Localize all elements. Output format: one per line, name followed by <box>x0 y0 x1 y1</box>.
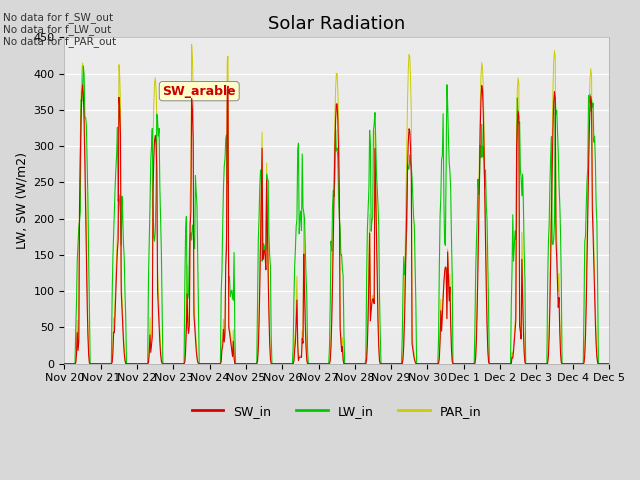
Line: PAR_in: PAR_in <box>65 45 609 364</box>
PAR_in <box>61 361 68 367</box>
PAR_in <box>182 339 189 345</box>
PAR_in <box>127 361 134 367</box>
LW_in <box>605 361 613 367</box>
SW_in <box>70 361 78 367</box>
Text: No data for f_SW_out: No data for f_SW_out <box>3 12 113 23</box>
PAR_in <box>605 361 613 367</box>
Line: SW_in: SW_in <box>65 85 609 364</box>
PAR_in <box>211 361 219 367</box>
LW_in <box>211 361 219 367</box>
Line: LW_in: LW_in <box>65 66 609 364</box>
LW_in <box>420 361 428 367</box>
PAR_in <box>404 99 412 105</box>
LW_in <box>61 361 68 367</box>
PAR_in <box>188 42 195 48</box>
Legend: SW_in, LW_in, PAR_in: SW_in, LW_in, PAR_in <box>187 400 486 423</box>
SW_in <box>79 82 86 88</box>
SW_in <box>420 361 428 367</box>
SW_in <box>127 361 135 367</box>
LW_in <box>79 63 87 69</box>
SW_in <box>211 361 219 367</box>
PAR_in <box>420 361 428 367</box>
LW_in <box>70 361 78 367</box>
Text: No data for f_LW_out: No data for f_LW_out <box>3 24 111 35</box>
Title: Solar Radiation: Solar Radiation <box>268 15 405 33</box>
LW_in <box>127 361 135 367</box>
LW_in <box>404 162 412 168</box>
SW_in <box>404 166 412 172</box>
SW_in <box>182 325 190 331</box>
Text: SW_arable: SW_arable <box>163 84 236 97</box>
SW_in <box>61 361 68 367</box>
Text: No data for f_PAR_out: No data for f_PAR_out <box>3 36 116 47</box>
SW_in <box>605 361 613 367</box>
Y-axis label: LW, SW (W/m2): LW, SW (W/m2) <box>15 152 28 249</box>
LW_in <box>182 214 190 219</box>
PAR_in <box>70 361 78 367</box>
